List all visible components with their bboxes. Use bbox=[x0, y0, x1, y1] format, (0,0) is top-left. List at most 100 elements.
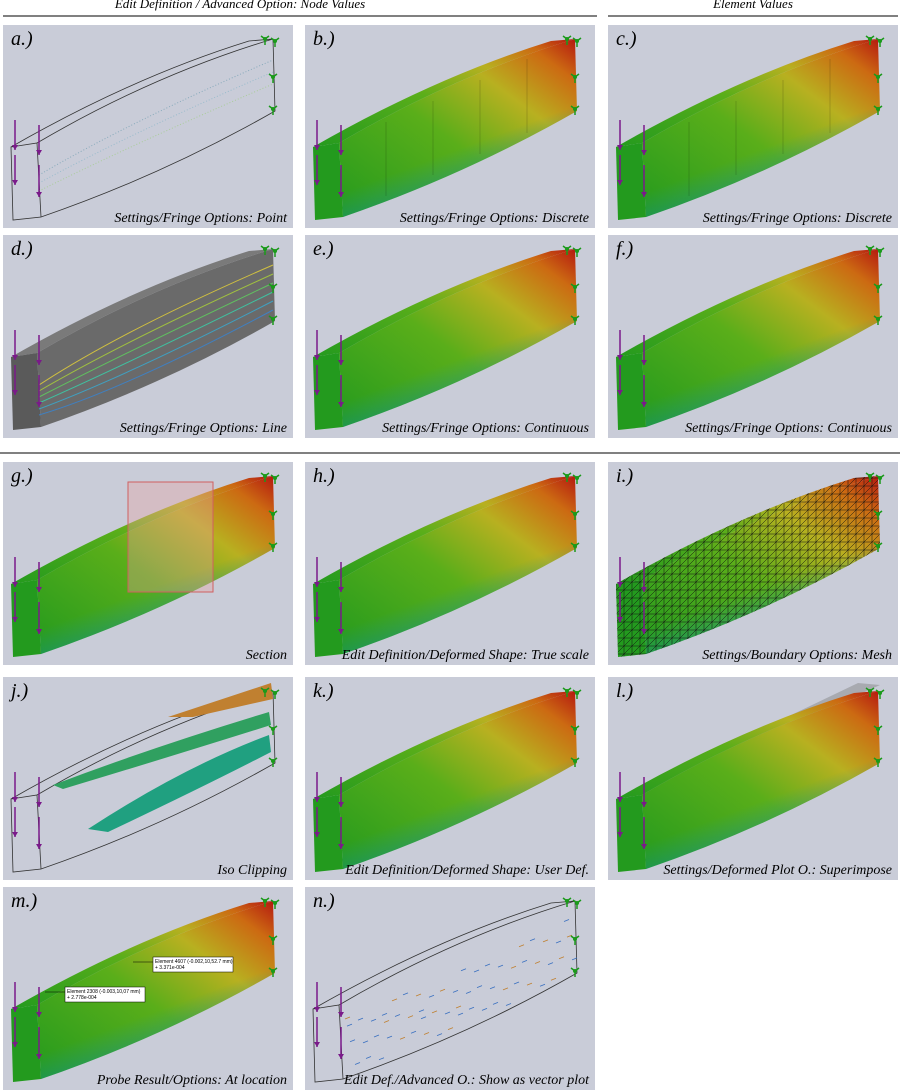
vector bbox=[513, 981, 520, 985]
vector bbox=[386, 1035, 393, 1039]
load-arrowhead bbox=[36, 587, 42, 592]
support-node bbox=[263, 899, 267, 903]
load-arrowhead bbox=[314, 180, 320, 185]
load-arrowhead bbox=[36, 1054, 42, 1059]
load-arrowhead bbox=[641, 587, 647, 592]
load-arrowhead bbox=[338, 402, 344, 407]
panel-label: j.) bbox=[8, 680, 29, 702]
load-arrowhead bbox=[12, 1007, 18, 1012]
load-arrowhead bbox=[314, 582, 320, 587]
contour-line bbox=[38, 282, 274, 398]
probe-box bbox=[152, 956, 234, 973]
beam-top bbox=[313, 249, 575, 357]
support-node bbox=[271, 512, 275, 516]
panel: k.) Edit Definition/Deformed Shape: User … bbox=[305, 677, 595, 880]
load-arrowhead bbox=[338, 1012, 344, 1017]
support-node bbox=[868, 37, 872, 41]
load-arrowhead bbox=[36, 150, 42, 155]
panel-caption: Section bbox=[246, 648, 287, 663]
vector bbox=[539, 983, 546, 987]
support-node bbox=[876, 544, 880, 548]
support-node bbox=[263, 474, 267, 478]
support-node bbox=[878, 39, 882, 43]
mesh bbox=[616, 580, 646, 657]
support-node bbox=[573, 317, 577, 321]
support-node bbox=[271, 759, 275, 763]
load-arrowhead bbox=[617, 180, 623, 185]
support-node bbox=[271, 317, 275, 321]
vector bbox=[354, 1062, 361, 1065]
support-node bbox=[876, 107, 880, 111]
panel-caption: Settings/Boundary Options: Mesh bbox=[702, 648, 892, 663]
beam-top bbox=[616, 39, 878, 147]
support-node bbox=[273, 39, 277, 43]
support-node bbox=[573, 75, 577, 79]
vector bbox=[357, 1017, 364, 1021]
support-node bbox=[878, 691, 882, 695]
panel-label: e.) bbox=[313, 238, 334, 260]
panel-label: h.) bbox=[313, 465, 335, 487]
panel-background bbox=[3, 25, 293, 228]
panel-background bbox=[3, 677, 293, 880]
panel-caption: Iso Clipping bbox=[216, 863, 287, 878]
support-node bbox=[876, 512, 880, 516]
load-arrowhead bbox=[314, 1042, 320, 1047]
support-node bbox=[273, 476, 277, 480]
beam-front bbox=[616, 795, 646, 872]
support-node bbox=[573, 544, 577, 548]
vector bbox=[373, 1034, 380, 1038]
vector bbox=[418, 1009, 425, 1013]
vector bbox=[402, 992, 409, 996]
beam bbox=[616, 476, 880, 657]
support-node bbox=[565, 474, 569, 478]
panel: f.) Settings/Fringe Options: Continuous bbox=[608, 235, 898, 438]
panel: e.) Settings/Fringe Options: Continuous bbox=[305, 235, 595, 438]
support-node bbox=[565, 37, 569, 41]
beam bbox=[616, 683, 880, 872]
load-arrowhead bbox=[338, 192, 344, 197]
load-arrowhead bbox=[314, 145, 320, 150]
vector bbox=[526, 982, 533, 986]
vector bbox=[518, 944, 525, 948]
panel-label: n.) bbox=[313, 890, 335, 912]
beam bbox=[10, 38, 276, 221]
beam-front bbox=[11, 580, 41, 657]
load-arrowhead bbox=[338, 802, 344, 807]
beam-top bbox=[11, 249, 273, 357]
beam-top bbox=[11, 476, 273, 584]
vector bbox=[399, 1036, 406, 1040]
panel: a.) Settings/Fringe Options: Point bbox=[3, 25, 293, 228]
panel-label: m.) bbox=[11, 890, 37, 912]
beam-top bbox=[616, 249, 878, 357]
support-node bbox=[575, 901, 579, 905]
vector bbox=[391, 998, 398, 1002]
load-arrowhead bbox=[12, 180, 18, 185]
load-arrowhead bbox=[12, 797, 18, 802]
vector bbox=[571, 957, 578, 961]
panel-background bbox=[305, 887, 595, 1090]
support-node bbox=[273, 249, 277, 253]
load-arrowhead bbox=[314, 832, 320, 837]
load-arrowhead bbox=[617, 582, 623, 587]
panel: i.) Settings/Boundary Options: Mesh bbox=[608, 462, 898, 665]
vector bbox=[439, 988, 446, 992]
beam bbox=[312, 900, 578, 1083]
contour-point bbox=[38, 83, 274, 192]
support-node bbox=[573, 107, 577, 111]
beam bbox=[11, 476, 275, 657]
header-left: Edit Definition / Advanced Option: Node … bbox=[114, 0, 365, 11]
support-node bbox=[876, 75, 880, 79]
vector bbox=[410, 1030, 417, 1034]
support-node bbox=[876, 727, 880, 731]
beam bbox=[313, 476, 577, 657]
panel: m.) Probe Result/Options: At location Elem… bbox=[3, 887, 293, 1090]
load-arrowhead bbox=[641, 802, 647, 807]
vector bbox=[457, 1012, 464, 1016]
load-arrowhead bbox=[338, 360, 344, 365]
probe-box bbox=[64, 986, 146, 1003]
panel-caption: Settings/Fringe Options: Line bbox=[120, 421, 287, 436]
vector bbox=[481, 1007, 488, 1011]
support-node bbox=[575, 691, 579, 695]
support-node bbox=[573, 937, 577, 941]
